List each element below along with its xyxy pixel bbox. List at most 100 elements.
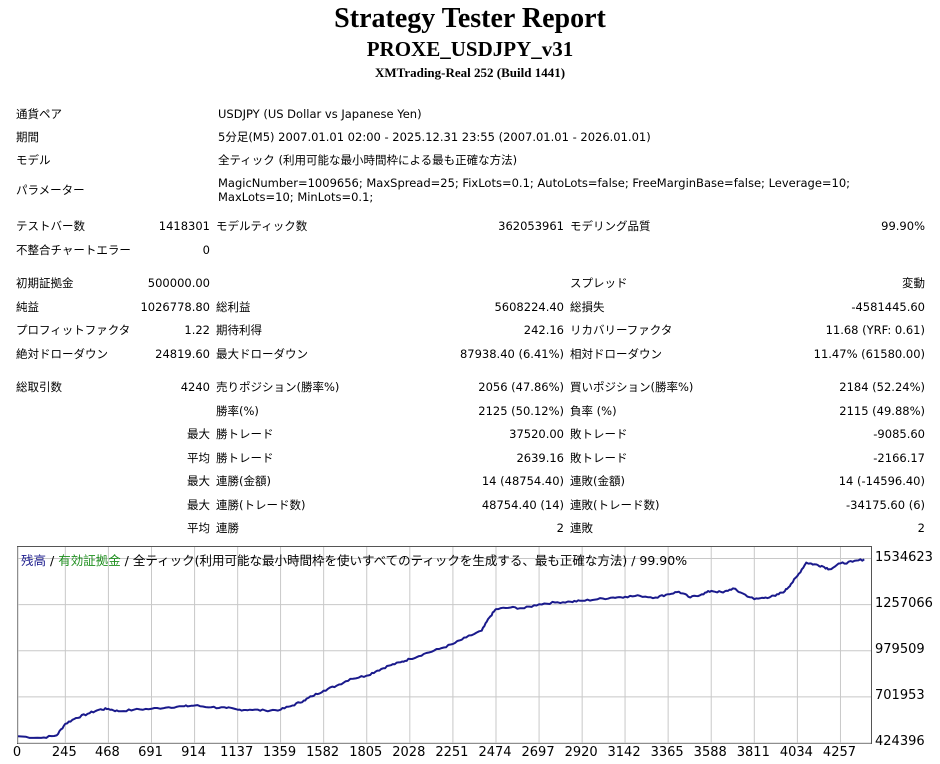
recovery-value: 11.68 (YRF: 0.61) [825,323,925,337]
max-prefix: 最大 [187,474,210,488]
avg-cons-wins-label: 連勝 [216,521,239,535]
gross-profit-label: 総利益 [216,300,251,314]
x-tick-label: 691 [138,745,163,760]
max-prefix: 最大 [187,427,210,441]
quality-value: 99.90% [881,219,925,233]
largest-loss-value: -9085.60 [873,427,925,441]
y-tick-label: 1257066 [875,595,933,611]
x-tick-label: 2251 [435,745,469,760]
win-rate-value: 2125 (50.12%) [478,404,564,418]
net-value: 1026778.80 [140,300,210,314]
abs-dd-label: 絶対ドローダウン [16,347,108,361]
x-tick-label: 4034 [779,745,813,760]
quality-label: モデリング品質 [570,219,651,233]
x-tick-label: 2697 [521,745,555,760]
y-tick-label: 1534623 [875,549,933,565]
pf-value: 1.22 [184,323,210,337]
long-value: 2184 (52.24%) [839,380,925,394]
chart-legend: 残高 / 有効証拠金 / 全ティック(利用可能な最小時間枠を使いすべてのティック… [21,550,687,569]
period-value: 5分足(M5) 2007.01.01 02:00 - 2025.12.31 23… [218,130,651,144]
gross-loss-value: -4581445.60 [851,300,925,314]
cons-losses-money-label: 連敗(金額) [570,474,625,488]
balance-chart [17,546,872,744]
params-value: MagicNumber=1009656; MaxSpread=25; FixLo… [218,176,851,204]
stats-row-deposit: 初期証拠金 500000.00 スプレッド 変動 [16,273,928,293]
x-tick-label: 2920 [564,745,598,760]
loss-rate-value: 2115 (49.88%) [839,404,925,418]
x-tick-label: 4257 [822,745,857,760]
avg-cons-wins-value: 2 [556,521,564,535]
avg-win-label: 勝トレード [216,451,274,465]
cons-wins-count-label: 連勝(トレード数) [216,498,306,512]
spread-value: 変動 [902,276,925,290]
legend-separator: / [46,553,59,568]
max-dd-label: 最大ドローダウン [216,347,308,361]
balance-line [17,558,865,739]
model-label: モデル [16,153,51,167]
symbol-value: USDJPY (US Dollar vs Japanese Yen) [218,107,422,121]
x-tick-label: 1582 [306,745,340,760]
stats-row-trades: 総取引数 4240 売りポジション(勝率%) 2056 (47.86%) 買いポ… [16,377,928,397]
trades-label: 総取引数 [16,380,62,394]
avg-cons-losses-value: 2 [917,521,925,535]
net-label: 純益 [16,300,39,314]
stats-row-pf: プロフィットファクタ 1.22 期待利得 242.16 リカバリーファクタ 11… [16,320,928,340]
model-value: 全ティック (利用可能な最小時間枠による最も正確な方法) [218,153,518,167]
y-tick-label: 701953 [875,687,925,703]
gross-loss-label: 総損失 [570,300,605,314]
stats-row-net: 純益 1026778.80 総利益 5608224.40 総損失 -458144… [16,297,928,317]
x-tick-label: 245 [51,745,77,760]
ticks-label: モデルティック数 [216,219,308,233]
avg-loss-label: 敗トレード [570,451,628,465]
short-label: 売りポジション(勝率%) [216,380,340,394]
cons-losses-money-value: 14 (-14596.40) [838,474,925,488]
mismatch-value: 0 [202,243,210,257]
rel-dd-value: 11.47% (61580.00) [813,347,925,361]
y-tick-label: 424396 [875,734,925,749]
payoff-value: 242.16 [523,323,564,337]
avg-loss-value: -2166.17 [873,451,925,465]
cons-wins-money-value: 14 (48754.40) [481,474,564,488]
cons-wins-money-label: 連勝(金額) [216,474,271,488]
x-tick-label: 468 [94,745,120,760]
legend-model: 全ティック(利用可能な最小時間枠を使いすべてのティックを生成する、最も正確な方法… [132,553,688,568]
legend-balance: 残高 [21,553,47,568]
ticks-value: 362053961 [498,219,564,233]
avg-win-value: 2639.16 [516,451,564,465]
gross-profit-value: 5608224.40 [494,300,564,314]
x-tick-label: 1805 [349,745,383,760]
avg-cons-losses-label: 連敗 [570,521,593,535]
x-tick-label: 3588 [693,745,727,760]
legend-equity: 有効証拠金 [58,553,121,568]
cons-wins-count-value: 48754.40 (14) [481,498,564,512]
avg-prefix: 平均 [187,451,210,465]
balance-chart-svg [17,547,871,744]
bars-value: 1418301 [158,219,210,233]
stats-row-winrate: 勝率(%) 2125 (50.12%) 負率 (%) 2115 (49.88%) [16,401,928,421]
avg-prefix: 平均 [187,521,210,535]
report-subtitle: PROXE_USDJPY_v31 [366,37,574,61]
x-tick-label: 2474 [478,745,512,760]
stats-row-largest: 最大 勝トレード 37520.00 敗トレード -9085.60 [16,424,928,444]
symbol-label: 通貨ペア [16,107,62,121]
recovery-label: リカバリーファクタ [570,323,673,337]
stats-row-cons-count: 最大 連勝(トレード数) 48754.40 (14) 連敗(トレード数) -34… [16,495,928,515]
abs-dd-value: 24819.60 [155,347,210,361]
win-rate-label: 勝率(%) [216,404,259,418]
deposit-value: 500000.00 [147,276,210,290]
x-tick-label: 1137 [220,745,254,760]
max-prefix: 最大 [187,498,210,512]
stats-row-mismatch: 不整合チャートエラー 0 [16,240,928,260]
largest-win-label: 勝トレード [216,427,274,441]
y-tick-label: 979509 [875,641,925,657]
legend-separator: / [120,553,133,568]
trades-value: 4240 [180,380,210,394]
stats-row-average: 平均 勝トレード 2639.16 敗トレード -2166.17 [16,448,928,468]
x-tick-label: 1359 [263,745,297,760]
largest-win-value: 37520.00 [509,427,564,441]
mismatch-label: 不整合チャートエラー [16,243,131,257]
rel-dd-label: 相対ドローダウン [570,347,662,361]
payoff-label: 期待利得 [216,323,262,337]
stats-row-avg-cons: 平均 連勝 2 連敗 2 [16,518,928,538]
server-name: XMTrading-Real 252 (Build 1441) [374,65,566,80]
